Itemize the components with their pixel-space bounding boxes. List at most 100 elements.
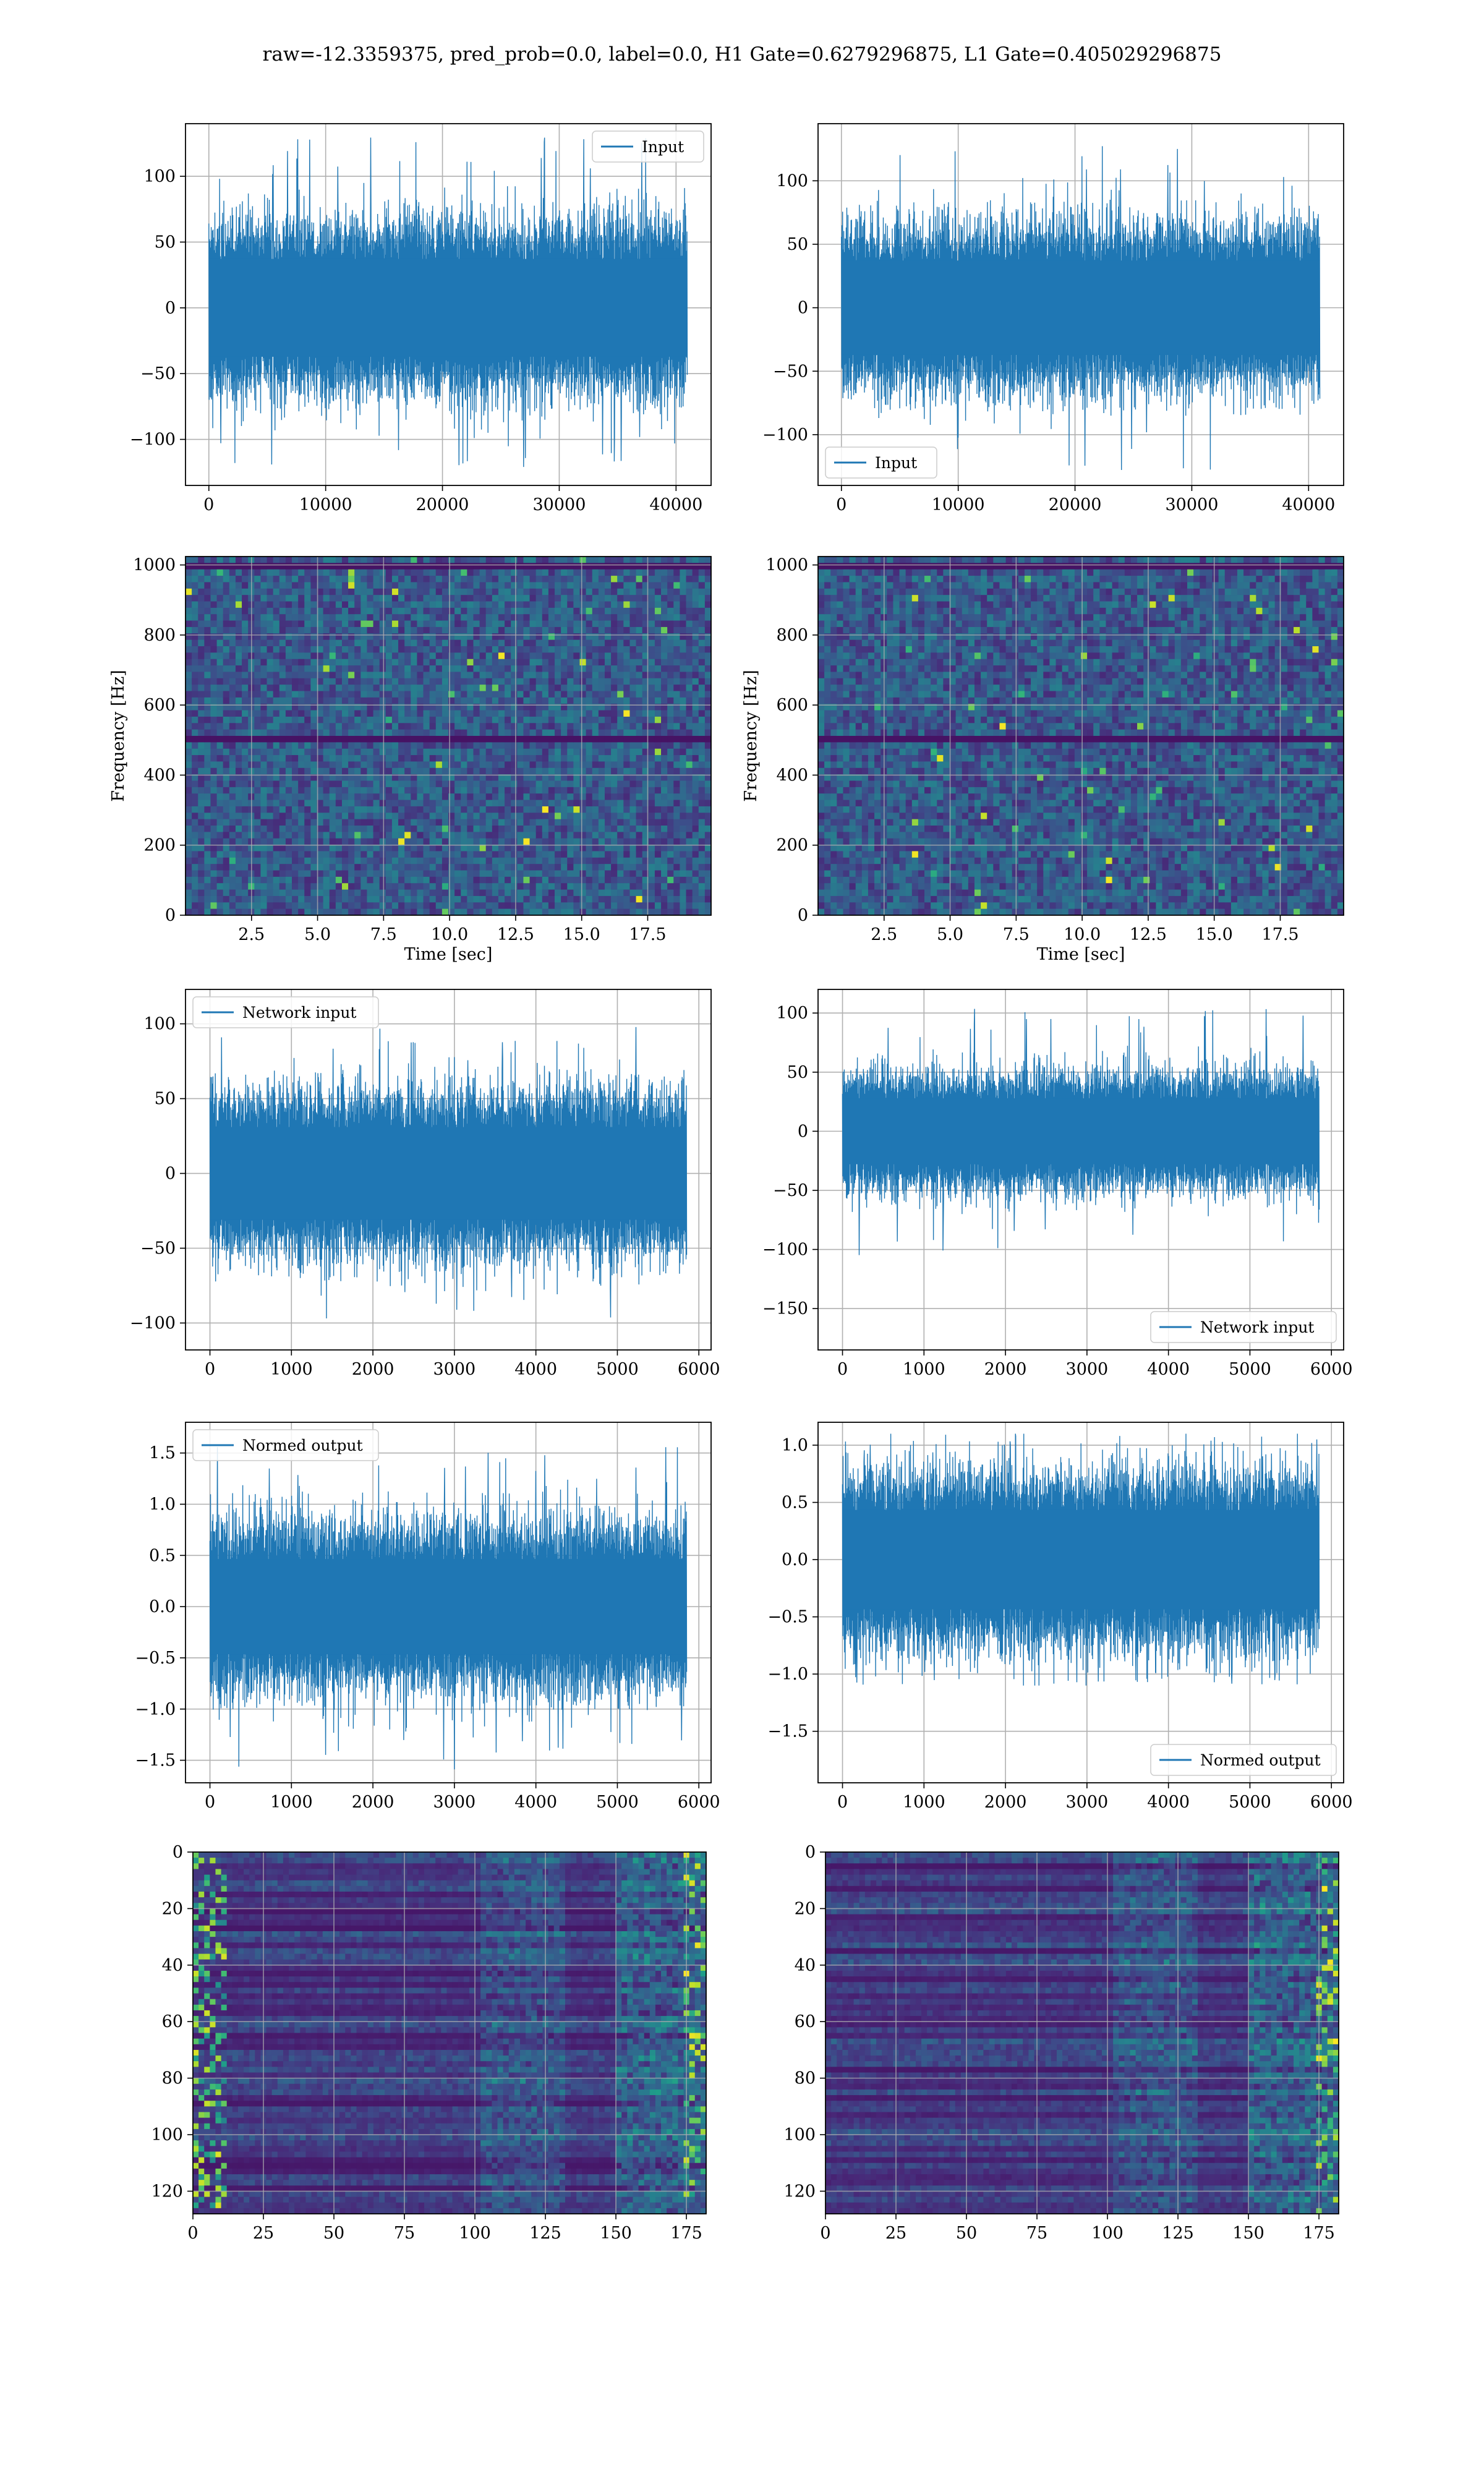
h1-feature-map-xtick-label: 150 bbox=[600, 2224, 632, 2243]
h1-feature-map-xtick-label: 25 bbox=[253, 2224, 274, 2243]
l1-spectrogram-xtick-label: 2.5 bbox=[871, 925, 897, 944]
h1-feature-map-ytick-label: 120 bbox=[151, 2182, 183, 2201]
l1-network-input-legend-label: Network input bbox=[1200, 1318, 1314, 1336]
l1-spectrogram-ytick-label: 200 bbox=[776, 836, 808, 855]
l1-spectrogram-xtick-label: 7.5 bbox=[1003, 925, 1030, 944]
h1-normed-output-xtick-label: 2000 bbox=[352, 1793, 394, 1812]
l1-feature-map-xtick-label: 50 bbox=[956, 2224, 977, 2243]
h1-normed-output-xtick-label: 4000 bbox=[514, 1793, 557, 1812]
l1-network-input-xtick-label: 4000 bbox=[1147, 1360, 1190, 1379]
h1-input-legend: Input bbox=[592, 131, 704, 162]
h1-feature-map-ytick-label: 80 bbox=[162, 2069, 183, 2088]
l1-input-xtick-label: 10000 bbox=[932, 495, 985, 514]
l1-spectrogram-xtick-label: 5.0 bbox=[937, 925, 963, 944]
l1-normed-output-ytick-label: −1.5 bbox=[767, 1722, 808, 1741]
l1-feature-map-heatmap bbox=[825, 1852, 1339, 2214]
h1-input-ytick-label: 50 bbox=[155, 233, 176, 252]
l1-input-ytick-label: 100 bbox=[776, 171, 808, 190]
h1-network-input-ytick-label: 0 bbox=[165, 1164, 176, 1184]
h1-network-input-legend: Network input bbox=[193, 997, 378, 1028]
h1-normed-output-ytick-label: −1.5 bbox=[135, 1751, 176, 1770]
l1-feature-map-xtick-label: 25 bbox=[885, 2224, 906, 2243]
l1-normed-output-ytick-label: −0.5 bbox=[767, 1608, 808, 1627]
h1-input-ytick-label: −50 bbox=[140, 364, 176, 383]
h1-input-ytick-label: 0 bbox=[165, 299, 176, 318]
h1-feature-map-ytick-label: 40 bbox=[162, 1956, 183, 1975]
l1-network-input-ytick-label: 0 bbox=[798, 1122, 808, 1141]
l1-network-input-xtick-label: 0 bbox=[837, 1360, 848, 1379]
l1-input-xtick-label: 30000 bbox=[1165, 495, 1218, 514]
h1-spectrogram-heatmap bbox=[186, 557, 712, 916]
l1-network-input-xtick-label: 3000 bbox=[1066, 1360, 1109, 1379]
l1-normed-output-xtick-label: 3000 bbox=[1066, 1793, 1109, 1812]
l1-normed-output-ytick-label: 0.0 bbox=[782, 1550, 808, 1569]
h1-feature-map-xtick-label: 0 bbox=[187, 2224, 198, 2243]
h1-feature-map-xtick-label: 50 bbox=[323, 2224, 344, 2243]
h1-spectrogram-ytick-label: 800 bbox=[143, 626, 176, 645]
h1-network-input-signal-body bbox=[210, 1127, 687, 1220]
h1-normed-output-legend-label: Normed output bbox=[242, 1437, 363, 1454]
l1-input-xtick-label: 0 bbox=[836, 495, 846, 514]
l1-spectrogram-xtick-label: 15.0 bbox=[1196, 925, 1233, 944]
l1-spectrogram-heatmap bbox=[818, 557, 1344, 916]
l1-network-input-signal-body bbox=[843, 1098, 1320, 1164]
h1-normed-output-signal-body bbox=[210, 1559, 687, 1654]
l1-feature-map-xtick-label: 75 bbox=[1026, 2224, 1047, 2243]
h1-network-input-xtick-label: 1000 bbox=[270, 1360, 313, 1379]
h1-spectrogram-ytick-label: 600 bbox=[143, 696, 176, 715]
h1-spectrogram-ytick-label: 400 bbox=[143, 766, 176, 785]
l1-input-ytick-label: 50 bbox=[787, 235, 808, 254]
h1-spectrogram-xlabel: Time [sec] bbox=[404, 945, 493, 964]
h1-normed-output-ytick-label: −0.5 bbox=[135, 1649, 176, 1668]
l1-feature-map-ytick-label: 120 bbox=[783, 2182, 816, 2201]
l1-network-input-ytick-label: −50 bbox=[773, 1181, 808, 1200]
l1-feature-map-ytick-label: 40 bbox=[795, 1956, 816, 1975]
l1-input-xtick-label: 40000 bbox=[1282, 495, 1335, 514]
h1-spectrogram-ytick-label: 200 bbox=[143, 836, 176, 855]
h1-input-xtick-label: 40000 bbox=[649, 495, 702, 514]
l1-feature-map-xtick-label: 100 bbox=[1091, 2224, 1124, 2243]
h1-network-input-xtick-label: 3000 bbox=[433, 1360, 476, 1379]
l1-spectrogram-ylabel: Frequency [Hz] bbox=[741, 670, 761, 801]
l1-input-legend-label: Input bbox=[875, 454, 917, 472]
h1-feature-map-xtick-label: 125 bbox=[529, 2224, 561, 2243]
l1-spectrogram-xtick-label: 17.5 bbox=[1261, 925, 1298, 944]
l1-input-signal-body bbox=[842, 260, 1320, 355]
l1-normed-output-signal-body bbox=[843, 1510, 1320, 1610]
l1-input-ytick-label: −100 bbox=[762, 425, 808, 445]
h1-network-input-ytick-label: −50 bbox=[140, 1239, 176, 1258]
h1-input-xtick-label: 0 bbox=[203, 495, 214, 514]
l1-network-input-ytick-label: 50 bbox=[787, 1063, 808, 1082]
h1-input-ytick-label: 100 bbox=[143, 167, 176, 186]
h1-input-xtick-label: 30000 bbox=[532, 495, 586, 514]
h1-feature-map-xtick-label: 175 bbox=[670, 2224, 702, 2243]
h1-input-legend-label: Input bbox=[642, 138, 684, 156]
h1-normed-output-ytick-label: 0.5 bbox=[149, 1546, 176, 1565]
l1-normed-output-ytick-label: 0.5 bbox=[782, 1493, 808, 1513]
l1-normed-output-xtick-label: 4000 bbox=[1147, 1793, 1190, 1812]
l1-network-input-xtick-label: 2000 bbox=[984, 1360, 1027, 1379]
l1-spectrogram-ytick-label: 800 bbox=[776, 626, 808, 645]
l1-input-ytick-label: −50 bbox=[773, 362, 808, 381]
l1-spectrogram-ytick-label: 600 bbox=[776, 696, 808, 715]
l1-spectrogram-xlabel: Time [sec] bbox=[1037, 945, 1125, 964]
h1-network-input-xtick-label: 5000 bbox=[596, 1360, 639, 1379]
h1-normed-output-xtick-label: 1000 bbox=[270, 1793, 313, 1812]
h1-network-input-legend-label: Network input bbox=[242, 1004, 356, 1022]
l1-spectrogram-xtick-label: 12.5 bbox=[1130, 925, 1167, 944]
h1-network-input-xtick-label: 0 bbox=[205, 1360, 215, 1379]
h1-spectrogram-xtick-label: 5.0 bbox=[304, 925, 331, 944]
h1-input-xtick-label: 10000 bbox=[299, 495, 352, 514]
l1-normed-output-legend-label: Normed output bbox=[1200, 1751, 1321, 1769]
l1-spectrogram-ytick-label: 1000 bbox=[765, 556, 808, 575]
l1-normed-output-ytick-label: −1.0 bbox=[767, 1665, 808, 1684]
l1-network-input-xtick-label: 5000 bbox=[1229, 1360, 1271, 1379]
